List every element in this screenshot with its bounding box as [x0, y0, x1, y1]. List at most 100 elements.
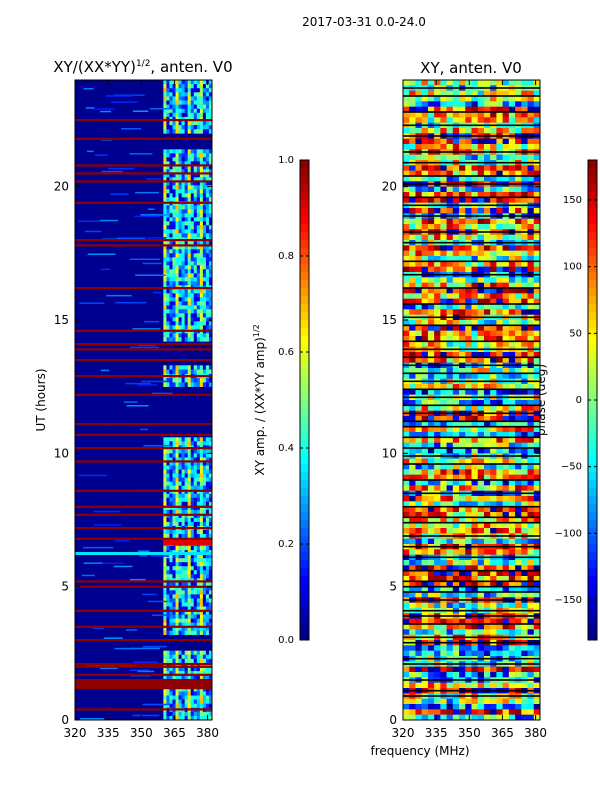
right-phase-cell — [496, 560, 503, 566]
left-band-cell — [208, 614, 213, 619]
left-band-cell — [208, 529, 213, 535]
left-band-cell — [199, 501, 204, 507]
left-band-cell — [169, 253, 173, 258]
left-band-cell — [169, 485, 173, 490]
right-phase-cell — [496, 90, 503, 97]
right-phase-cell — [440, 117, 447, 123]
right-phase-cell — [477, 341, 485, 347]
right-phase-cell — [452, 90, 460, 97]
right-phase-cell — [527, 325, 535, 331]
right-phase-cell — [409, 565, 416, 571]
right-phase-cell — [403, 432, 410, 438]
right-phase-cell — [471, 234, 479, 241]
left-band-cell — [166, 181, 170, 186]
left-band-cell — [202, 473, 207, 478]
right-phase-cell — [483, 208, 491, 214]
left-band-cell — [172, 92, 176, 97]
right-phase-cell — [502, 389, 510, 395]
right-phase-cell — [434, 138, 441, 145]
left-band-cell — [184, 229, 188, 234]
right-phase-cell — [403, 277, 410, 283]
left-band-cell — [205, 369, 210, 375]
right-phase-cell — [440, 384, 447, 390]
left-band-cell — [184, 691, 188, 696]
right-phase-cell — [465, 165, 472, 171]
right-phase-cell — [521, 400, 528, 406]
right-phase-cell — [508, 90, 516, 97]
right-flagged-row — [403, 455, 540, 457]
left-band-cell — [184, 233, 188, 238]
left-band-cell — [175, 654, 179, 660]
right-phase-cell — [515, 138, 522, 145]
right-phase-cell — [415, 176, 422, 182]
left-band-cell — [208, 157, 213, 162]
left-band-cell — [178, 521, 182, 527]
left-band-cell — [190, 566, 195, 571]
left-band-cell — [199, 529, 204, 535]
left-band-cell — [184, 715, 188, 721]
right-phase-cell — [446, 298, 454, 305]
left-band-cell — [193, 277, 198, 282]
right-phase-cell — [421, 282, 429, 289]
left-band-cell — [199, 129, 204, 134]
right-phase-cell — [459, 517, 466, 523]
left-band-cell — [199, 566, 204, 571]
left-band-cell — [169, 602, 173, 607]
right-phase-cell — [483, 416, 491, 422]
right-phase-cell — [490, 474, 497, 481]
right-phase-cell — [427, 602, 435, 609]
right-phase-cell — [465, 629, 472, 635]
right-phase-cell — [452, 304, 460, 310]
right-phase-cell — [533, 650, 541, 657]
right-phase-cell — [459, 666, 466, 673]
right-flagged-row — [403, 348, 540, 351]
left-band-cell — [196, 509, 201, 515]
right-phase-cell — [415, 288, 422, 294]
left-band-cell — [199, 108, 204, 114]
right-phase-cell — [502, 298, 510, 305]
left-band-cell — [202, 129, 207, 134]
left-band-cell — [199, 193, 204, 198]
right-phase-cell — [446, 485, 454, 491]
right-phase-cell — [427, 528, 435, 534]
right-phase-cell — [533, 565, 541, 571]
right-phase-cell — [403, 96, 410, 102]
right-flagged-row — [403, 241, 540, 244]
right-phase-cell — [421, 357, 429, 363]
right-phase-cell — [459, 570, 466, 577]
left-band-cell — [172, 453, 176, 458]
right-phase-cell — [421, 522, 429, 529]
right-phase-cell — [471, 277, 479, 283]
left-band-cell — [199, 602, 204, 607]
left-noise-streak — [115, 540, 130, 542]
left-band-cell — [178, 598, 182, 603]
left-noise-streak — [84, 230, 102, 233]
left-band-cell — [199, 321, 204, 326]
left-band-cell — [175, 337, 179, 342]
left-band-cell — [166, 497, 170, 503]
right-phase-cell — [508, 448, 516, 454]
left-flagged-row — [75, 679, 212, 684]
left-band-cell — [193, 185, 198, 190]
left-band-cell — [169, 325, 173, 330]
right-phase-cell — [515, 128, 522, 134]
right-phase-cell — [446, 218, 454, 225]
left-band-cell — [202, 610, 207, 615]
right-phase-cell — [446, 250, 454, 257]
left-band-cell — [181, 217, 185, 222]
right-phase-cell — [496, 565, 503, 571]
right-phase-cell — [515, 704, 522, 710]
right-phase-cell — [502, 352, 510, 358]
right-phase-cell — [421, 368, 429, 374]
right-phase-cell — [477, 672, 485, 678]
right-phase-cell — [502, 176, 510, 182]
left-band-cell — [199, 153, 204, 158]
left-band-cell — [163, 209, 167, 214]
right-phase-cell — [527, 704, 535, 710]
left-band-cell — [199, 217, 204, 222]
left-noise-streak — [102, 562, 124, 565]
left-colorbar-segment — [300, 504, 309, 513]
right-phase-cell — [490, 80, 497, 86]
left-colorbar-segment — [300, 368, 309, 377]
right-phase-cell — [403, 101, 410, 107]
